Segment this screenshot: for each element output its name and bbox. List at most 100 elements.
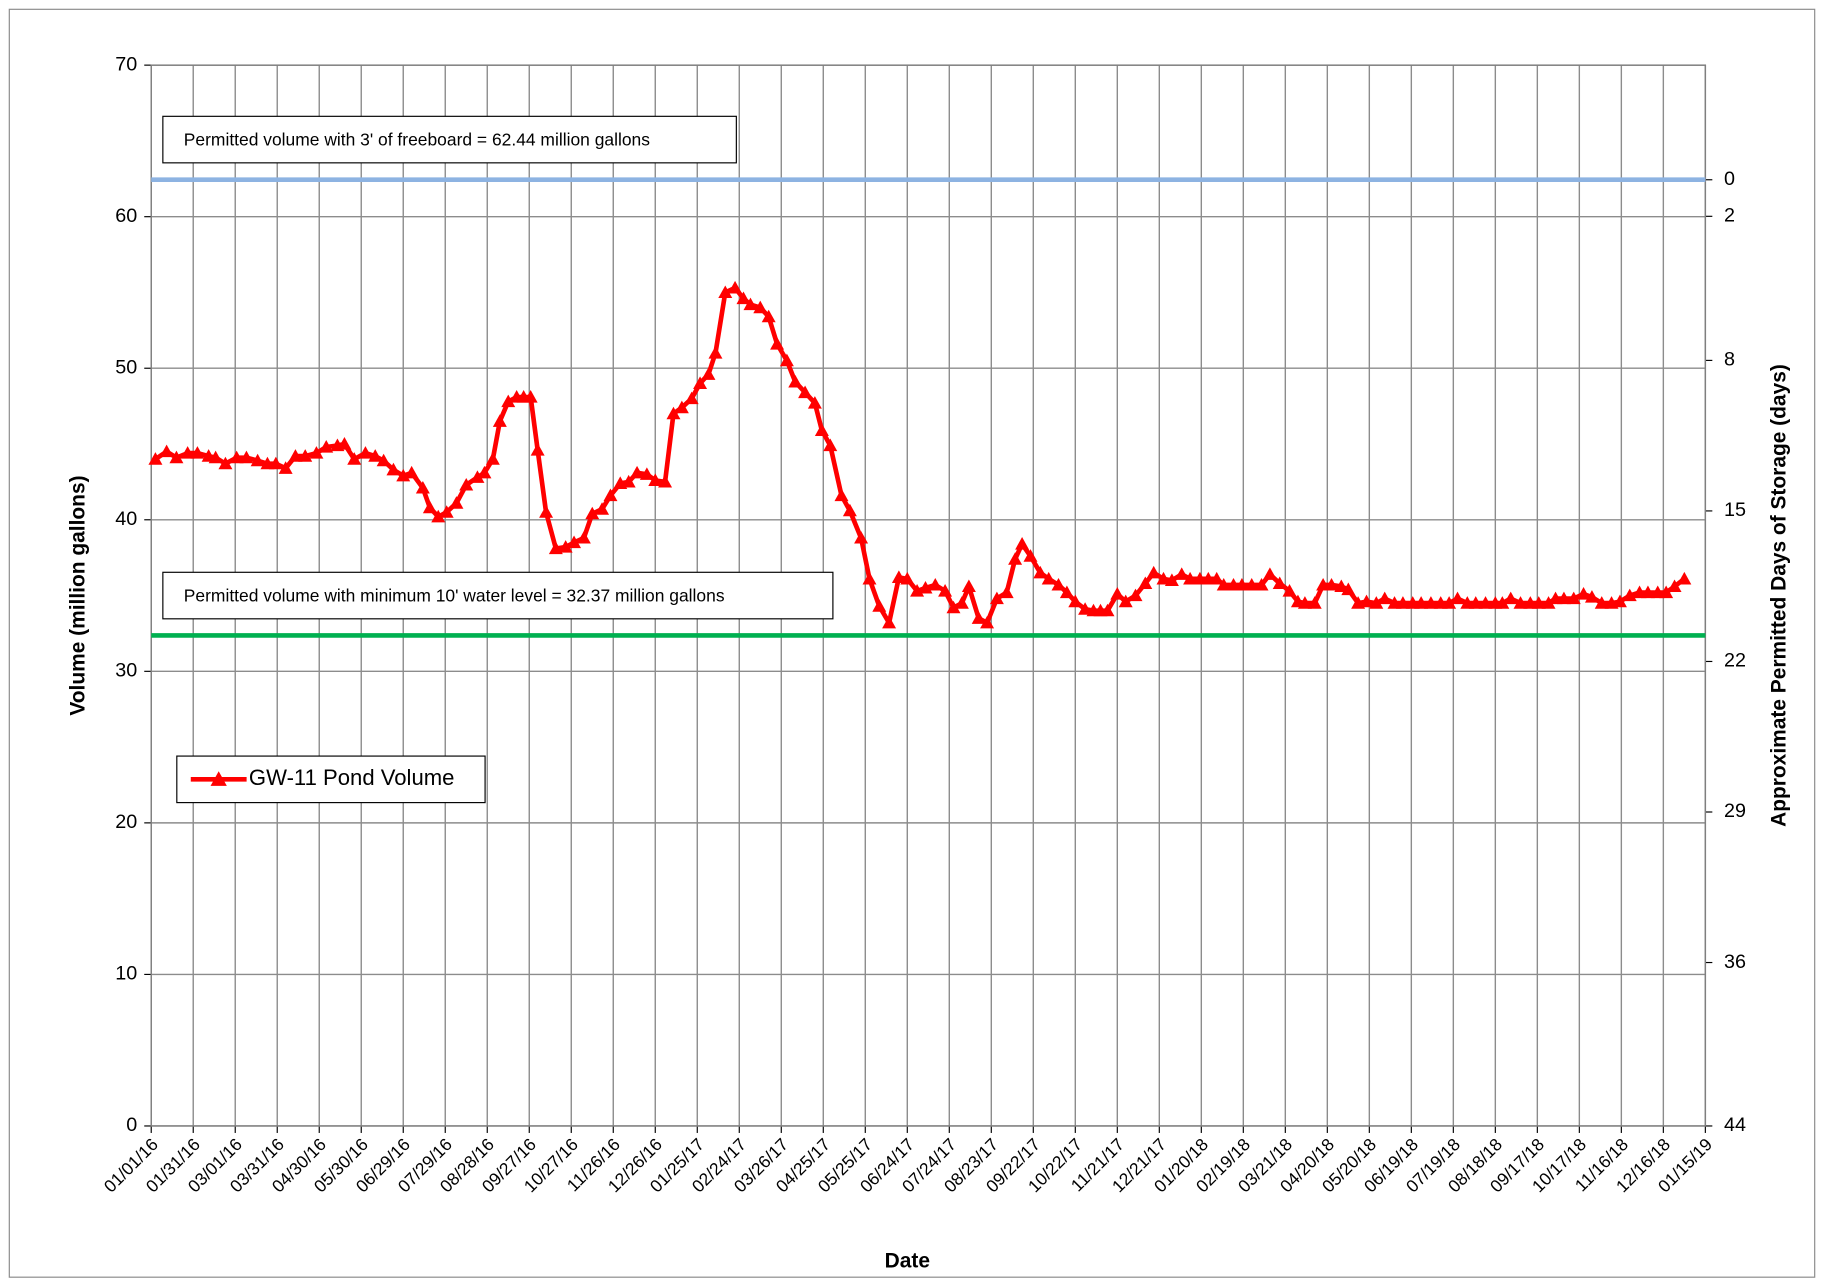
data-point — [1100, 603, 1115, 617]
data-point — [1478, 596, 1493, 609]
data-point — [1450, 591, 1465, 605]
data-point — [603, 488, 618, 502]
y-tick-label: 0 — [126, 1114, 137, 1136]
data-point — [319, 440, 334, 453]
data-point — [788, 374, 803, 388]
y2-tick-label: 36 — [1724, 951, 1746, 973]
data-point — [630, 465, 645, 479]
data-point — [278, 461, 293, 474]
data-point — [567, 535, 582, 549]
data-point — [736, 291, 751, 305]
data-point — [1068, 594, 1083, 608]
data-point — [229, 450, 244, 464]
data-point — [1359, 594, 1374, 608]
data-point — [309, 446, 324, 459]
data-point — [169, 450, 184, 464]
plot-border — [150, 64, 1707, 1127]
data-point — [347, 452, 362, 465]
data-point — [1531, 596, 1546, 609]
data-point — [823, 438, 838, 452]
legend-marker — [210, 771, 227, 786]
data-point — [1513, 596, 1528, 609]
data-point — [639, 467, 654, 480]
data-point — [743, 297, 758, 311]
data-point — [1209, 571, 1224, 585]
data-point — [1234, 577, 1249, 591]
annotation-box — [162, 115, 737, 164]
data-point — [1183, 571, 1198, 585]
data-point — [854, 530, 869, 544]
data-point — [1118, 594, 1133, 608]
data-point — [1423, 596, 1438, 609]
data-point — [1059, 585, 1074, 599]
data-point — [708, 346, 723, 359]
y-tick-label: 40 — [115, 508, 137, 530]
annotation-box — [162, 571, 834, 620]
data-point — [1495, 596, 1510, 609]
data-point — [1282, 584, 1297, 597]
data-point — [485, 452, 500, 465]
data-point — [621, 474, 636, 488]
data-point — [530, 443, 545, 456]
y2-tick-label: 44 — [1724, 1114, 1746, 1136]
data-point — [718, 285, 733, 299]
data-point — [523, 390, 538, 403]
data-point — [834, 488, 849, 502]
data-point — [1174, 567, 1189, 580]
data-point — [1341, 582, 1356, 596]
data-point — [376, 453, 391, 467]
data-point — [268, 456, 283, 470]
data-point — [1468, 596, 1483, 609]
data-point — [477, 465, 492, 479]
data-point — [1156, 571, 1171, 585]
data-point — [337, 437, 352, 450]
data-point — [842, 503, 857, 517]
data-point — [288, 449, 303, 462]
y2-axis-title: Approximate Permitted Days of Storage (d… — [1767, 364, 1790, 827]
data-point — [658, 474, 673, 488]
data-point — [1324, 577, 1339, 591]
data-point — [971, 611, 986, 624]
data-point — [1584, 590, 1599, 603]
data-point — [1297, 596, 1312, 609]
data-point — [585, 506, 600, 520]
data-point — [386, 462, 401, 476]
data-point — [1414, 596, 1429, 609]
data-point — [1110, 587, 1125, 600]
data-point — [218, 456, 233, 470]
y-tick-label: 10 — [115, 963, 137, 985]
data-point — [1566, 591, 1581, 605]
y-tick-label: 50 — [115, 356, 137, 378]
data-point — [946, 600, 961, 614]
data-point — [1051, 577, 1066, 591]
data-point — [1612, 594, 1627, 608]
data-point — [1146, 565, 1161, 579]
x-axis-title: Date — [885, 1250, 930, 1273]
data-point — [761, 309, 776, 323]
chart-frame — [8, 8, 1816, 1278]
data-point — [1041, 571, 1056, 585]
y-tick-label: 30 — [115, 660, 137, 682]
data-point — [1442, 596, 1457, 609]
data-point — [1128, 588, 1143, 602]
data-point — [684, 391, 699, 405]
data-point — [1216, 577, 1231, 591]
data-point — [1659, 585, 1674, 599]
data-point — [1503, 591, 1518, 605]
data-point — [693, 376, 708, 389]
data-point — [576, 530, 591, 544]
data-point — [1138, 576, 1153, 590]
data-point — [954, 596, 969, 609]
data-point — [1015, 537, 1030, 550]
data-point — [648, 473, 663, 486]
data-point — [595, 502, 610, 515]
data-point — [539, 505, 554, 518]
data-point — [928, 577, 943, 591]
y-tick-label: 60 — [115, 205, 137, 227]
data-point — [900, 571, 915, 585]
data-point — [1556, 591, 1571, 605]
data-point — [814, 423, 829, 436]
y2-tick-label: 22 — [1724, 650, 1746, 672]
data-point — [1307, 596, 1322, 609]
